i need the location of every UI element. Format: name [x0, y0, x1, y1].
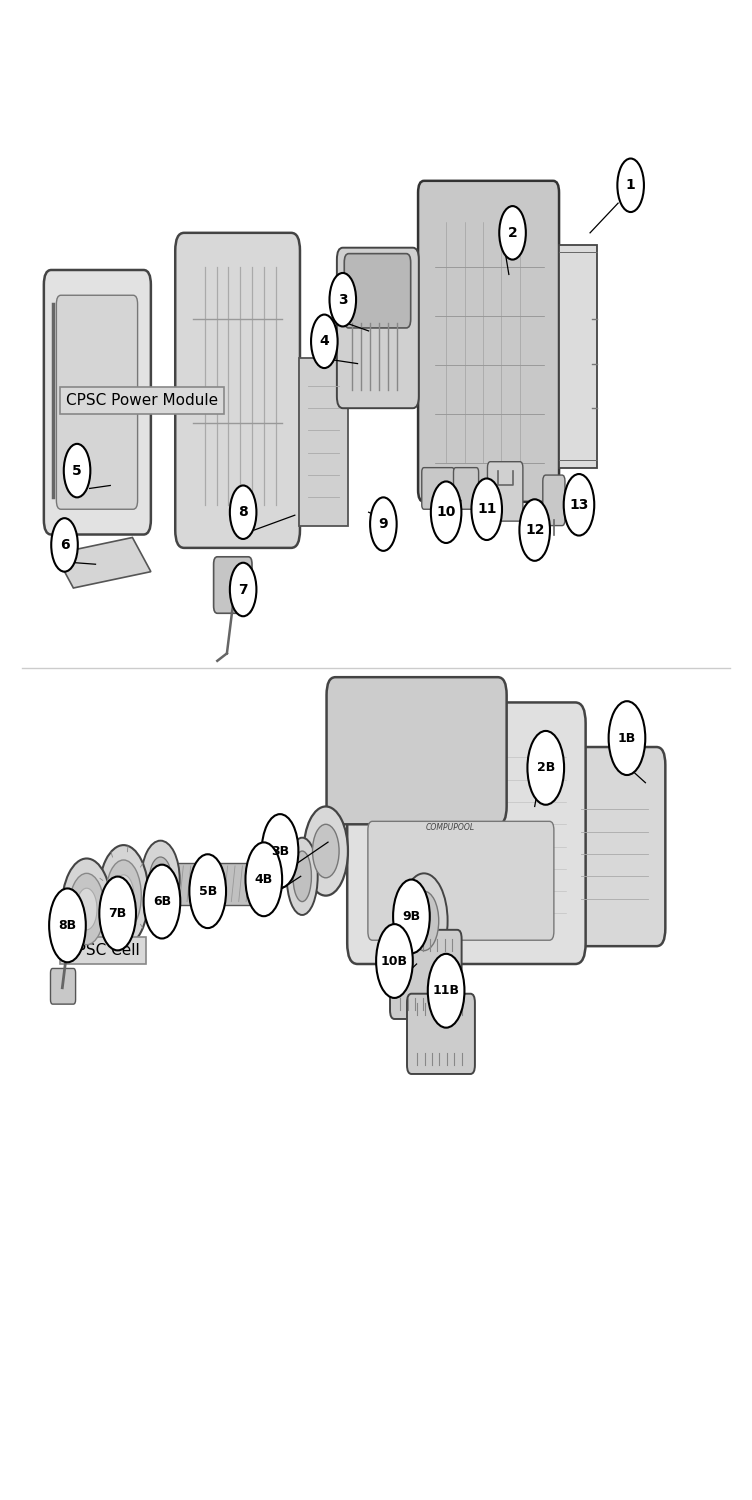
Circle shape	[245, 843, 282, 916]
Circle shape	[114, 874, 134, 916]
FancyBboxPatch shape	[299, 357, 348, 525]
Circle shape	[608, 700, 645, 776]
FancyBboxPatch shape	[347, 702, 586, 964]
FancyBboxPatch shape	[44, 270, 151, 534]
Polygon shape	[559, 244, 597, 468]
Text: 1B: 1B	[618, 732, 636, 744]
Circle shape	[99, 876, 136, 951]
Text: 10B: 10B	[381, 954, 408, 968]
Ellipse shape	[293, 850, 311, 901]
Circle shape	[62, 858, 112, 960]
Text: COMPUPOOL: COMPUPOOL	[425, 824, 475, 833]
Circle shape	[472, 478, 502, 540]
Text: 13: 13	[569, 498, 589, 512]
Text: 9: 9	[378, 518, 388, 531]
Text: 5: 5	[72, 464, 82, 477]
Circle shape	[311, 315, 338, 368]
Text: 1: 1	[626, 178, 635, 192]
FancyBboxPatch shape	[56, 296, 138, 510]
Circle shape	[527, 730, 564, 804]
Circle shape	[69, 873, 105, 945]
FancyBboxPatch shape	[407, 993, 475, 1074]
Circle shape	[409, 891, 438, 951]
Circle shape	[428, 954, 465, 1028]
Text: 4B: 4B	[255, 873, 273, 886]
Text: CPSC Cell: CPSC Cell	[66, 944, 140, 958]
Text: 5B: 5B	[199, 885, 217, 897]
Text: 6: 6	[59, 538, 69, 552]
Ellipse shape	[287, 837, 317, 915]
Text: 7: 7	[238, 582, 248, 597]
Text: 6B: 6B	[153, 896, 171, 908]
Text: 2B: 2B	[537, 762, 555, 774]
FancyBboxPatch shape	[487, 462, 523, 520]
FancyBboxPatch shape	[326, 676, 507, 825]
Text: 12: 12	[525, 524, 544, 537]
Circle shape	[431, 482, 462, 543]
Circle shape	[304, 807, 348, 895]
Circle shape	[141, 840, 180, 918]
Circle shape	[64, 444, 90, 498]
FancyBboxPatch shape	[453, 468, 478, 510]
Circle shape	[564, 474, 594, 536]
Circle shape	[106, 859, 141, 932]
Text: 4: 4	[320, 334, 329, 348]
FancyBboxPatch shape	[390, 930, 462, 1019]
Text: 8B: 8B	[59, 920, 77, 932]
FancyBboxPatch shape	[175, 232, 300, 548]
FancyBboxPatch shape	[214, 556, 252, 614]
Circle shape	[329, 273, 356, 327]
FancyBboxPatch shape	[418, 182, 559, 503]
Text: 3B: 3B	[271, 844, 289, 858]
Circle shape	[499, 206, 526, 260]
Text: 11: 11	[477, 503, 496, 516]
Text: 8: 8	[238, 506, 248, 519]
FancyBboxPatch shape	[562, 747, 666, 946]
Text: 10: 10	[436, 506, 456, 519]
Circle shape	[150, 856, 171, 901]
Circle shape	[617, 159, 644, 212]
Circle shape	[400, 873, 447, 969]
FancyBboxPatch shape	[50, 969, 76, 1004]
Text: 2: 2	[508, 226, 517, 240]
Circle shape	[376, 924, 413, 998]
FancyBboxPatch shape	[344, 254, 411, 328]
FancyBboxPatch shape	[174, 862, 256, 904]
Circle shape	[313, 825, 339, 878]
Circle shape	[99, 844, 149, 946]
Text: CPSC Power Module: CPSC Power Module	[66, 393, 218, 408]
FancyBboxPatch shape	[543, 476, 565, 525]
Circle shape	[76, 888, 97, 930]
Circle shape	[262, 815, 299, 888]
Circle shape	[51, 518, 77, 572]
FancyBboxPatch shape	[337, 248, 419, 408]
Circle shape	[520, 500, 550, 561]
Circle shape	[144, 864, 180, 939]
Circle shape	[370, 498, 396, 550]
Circle shape	[49, 888, 86, 963]
Circle shape	[393, 879, 429, 954]
Circle shape	[190, 855, 226, 928]
Circle shape	[230, 486, 256, 538]
Circle shape	[230, 562, 256, 616]
Polygon shape	[55, 537, 151, 588]
Text: 11B: 11B	[432, 984, 459, 998]
Text: 7B: 7B	[108, 908, 127, 920]
Text: 3: 3	[338, 292, 347, 306]
FancyBboxPatch shape	[368, 822, 554, 940]
FancyBboxPatch shape	[422, 468, 454, 510]
Text: 9B: 9B	[402, 910, 420, 922]
